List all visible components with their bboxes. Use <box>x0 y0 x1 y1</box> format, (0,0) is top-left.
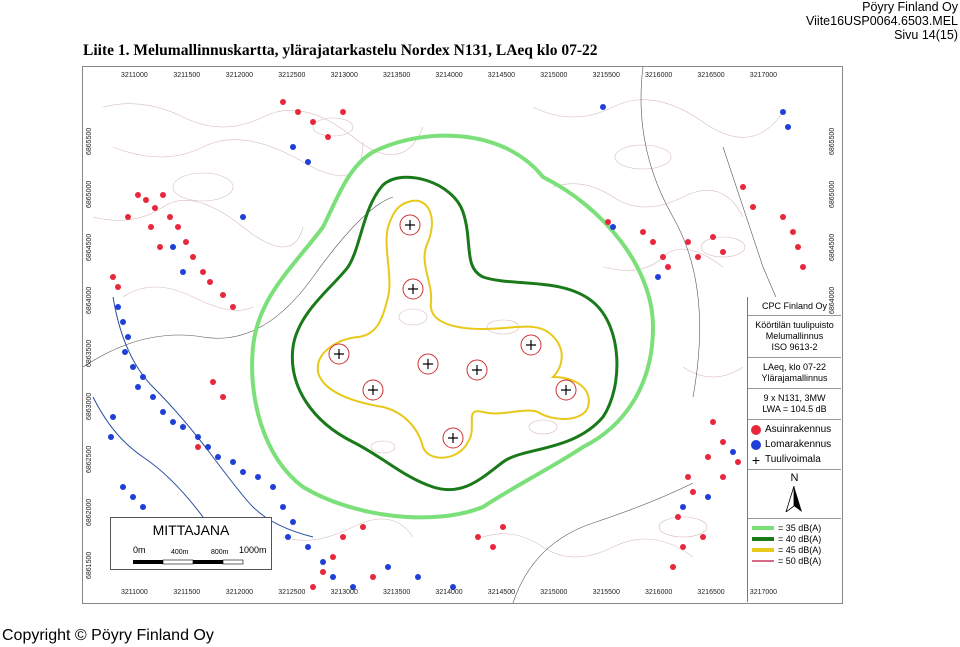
y-tick-label: 6863000 <box>86 392 93 420</box>
scale-label: 1000m <box>239 545 267 555</box>
y-tick-label: 6864500 <box>86 233 93 261</box>
holiday-buildings <box>108 104 791 590</box>
x-tick-label: 3211000 <box>121 72 148 79</box>
x-tick-label: 3216500 <box>697 72 725 79</box>
y-tick-label-right: 6864500 <box>829 233 836 261</box>
legend-metric-box: LAeq, klo 07-22 Ylärajamallinnus <box>748 358 841 389</box>
legend-contour-45: = 45 dB(A) <box>748 544 841 555</box>
legend-symbol-residential: Asuinrakennus <box>748 422 841 437</box>
header-page: Sivu 14(15) <box>894 28 958 42</box>
legend-turbines-box: 9 x N131, 3MW LWA = 104.5 dB <box>748 389 841 420</box>
north-arrow-icon <box>785 486 802 512</box>
x-tick-label-bottom: 3211000 <box>121 589 148 596</box>
x-tick-label-bottom: 3217000 <box>749 589 778 596</box>
legend-turbines: 9 x N131, 3MW <box>763 393 826 403</box>
shoreline <box>92 296 314 538</box>
noise-map: MITTAJANA 0m 400m 800m 1000m CPC Finland… <box>82 66 843 604</box>
residential-buildings <box>110 99 806 590</box>
y-tick-label-right: 6865500 <box>829 127 836 155</box>
header-document-id: Viite16USP0064.6503.MEL <box>806 14 958 28</box>
scale-bar-graphic <box>133 559 244 565</box>
legend-symbol-turbine: + Tuulivoimala <box>751 451 821 468</box>
y-tick-label: 6864000 <box>86 286 93 314</box>
x-tick-label-bottom: 3215500 <box>592 589 620 596</box>
x-tick-label-bottom: 3214000 <box>435 589 463 596</box>
legend-contour-40: = 40 dB(A) <box>748 533 841 544</box>
contour-35db <box>250 133 656 520</box>
blue-dot-icon <box>751 439 761 450</box>
y-tick-label: 6865500 <box>86 127 93 155</box>
page-title: Liite 1. Melumallinnuskartta, ylärajatar… <box>83 42 598 59</box>
x-tick-label-bottom: 3216500 <box>697 589 725 596</box>
y-tick-label: 6861500 <box>86 551 93 579</box>
x-tick-label-bottom: 3213500 <box>383 589 411 596</box>
scale-bar: MITTAJANA 0m 400m 800m 1000m <box>110 517 272 570</box>
red-dot-icon <box>751 424 761 435</box>
x-tick-label: 3212500 <box>278 72 306 79</box>
legend-lwa: LWA = 104.5 dB <box>762 404 827 414</box>
document-header: Pöyry Finland Oy Viite16USP0064.6503.MEL… <box>806 0 958 42</box>
y-tick-label-right: 6865000 <box>829 180 836 208</box>
terrain-contours <box>92 99 784 558</box>
legend-model: Melumallinnus <box>765 331 824 341</box>
wind-turbines <box>328 214 577 449</box>
legend-metric: LAeq, klo 07-22 <box>762 362 827 372</box>
x-tick-label: 3213000 <box>330 72 358 79</box>
legend-company-box: CPC Finland Oy <box>748 297 841 316</box>
x-tick-label: 3216000 <box>645 72 673 79</box>
legend-project-box: Köörtilän tuulipuisto Melumallinnus ISO … <box>748 316 841 358</box>
legend-symbol-holiday: Lomarakennus <box>748 437 841 452</box>
scale-label: 800m <box>211 549 229 556</box>
x-tick-label: 3215000 <box>540 72 568 79</box>
plus-icon: + <box>751 451 761 468</box>
x-tick-label-bottom: 3212500 <box>278 589 306 596</box>
legend-contour-50: = 50 dB(A) <box>748 555 841 566</box>
x-tick-label-bottom: 3216000 <box>645 589 673 596</box>
x-tick-label: 3212000 <box>225 72 254 79</box>
legend-project: Köörtilän tuulipuisto <box>755 320 834 330</box>
x-tick-label-bottom: 3211500 <box>173 589 201 596</box>
x-tick-label: 3214500 <box>487 72 516 79</box>
y-tick-label: 6862000 <box>86 498 93 526</box>
scale-label: 400m <box>171 549 189 556</box>
north-label: N <box>790 472 799 484</box>
legend-contours: = 35 dB(A) = 40 dB(A) = 45 dB(A) = 50 dB… <box>748 519 841 566</box>
scale-title: MITTAJANA <box>152 522 230 538</box>
legend-company: CPC Finland Oy <box>761 301 828 311</box>
x-tick-label-bottom: 3215000 <box>540 589 568 596</box>
x-tick-label-bottom: 3213000 <box>330 589 358 596</box>
legend-standard: ISO 9613-2 <box>771 342 818 352</box>
x-tick-label: 3214000 <box>435 72 463 79</box>
north-arrow-box: N <box>748 472 841 519</box>
x-tick-label-bottom: 3212000 <box>225 589 254 596</box>
header-company: Pöyry Finland Oy <box>862 0 958 14</box>
scale-label: 0m <box>133 545 146 555</box>
contour-45db <box>316 199 590 459</box>
copyright: Copyright © Pöyry Finland Oy <box>2 627 214 644</box>
x-tick-label: 3215500 <box>592 72 620 79</box>
x-tick-label: 3211500 <box>173 72 201 79</box>
roads <box>83 67 794 603</box>
x-tick-label: 3213500 <box>383 72 411 79</box>
y-tick-label: 6865000 <box>86 180 93 208</box>
legend-contour-35: = 35 dB(A) <box>748 522 841 533</box>
legend-symbols-box: Asuinrakennus Lomarakennus + Tuulivoimal… <box>748 420 841 470</box>
y-tick-label: 6863500 <box>86 339 93 367</box>
contour-40db <box>290 175 619 492</box>
y-tick-label-right: 6864000 <box>829 286 836 314</box>
map-canvas <box>83 67 806 603</box>
x-tick-label-bottom: 3214500 <box>487 589 516 596</box>
y-tick-label: 6862500 <box>86 445 93 473</box>
map-legend: CPC Finland Oy Köörtilän tuulipuisto Mel… <box>747 297 841 602</box>
legend-variant: Ylärajamallinnus <box>761 373 828 383</box>
x-tick-label: 3217000 <box>749 72 778 79</box>
